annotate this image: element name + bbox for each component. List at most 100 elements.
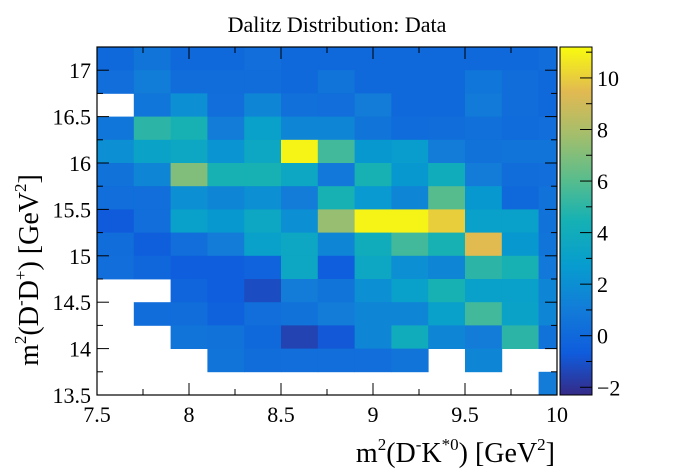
heatmap-cell xyxy=(170,70,208,94)
heatmap-cell xyxy=(428,70,466,94)
heatmap-cell xyxy=(207,116,245,141)
heatmap-cell xyxy=(207,255,245,280)
heatmap-cell xyxy=(281,232,319,257)
heatmap-cell xyxy=(133,209,171,233)
heatmap-cell xyxy=(391,348,429,373)
heatmap-cell xyxy=(501,302,539,326)
heatmap-cell xyxy=(354,302,392,326)
heatmap-cell xyxy=(465,279,503,303)
heatmap-cell xyxy=(354,70,392,94)
heatmap-cell xyxy=(354,255,392,280)
heatmap-cell xyxy=(465,70,503,94)
heatmap-cell xyxy=(538,116,558,141)
heatmap-cell xyxy=(244,325,282,349)
x-tick-label: 8.5 xyxy=(267,402,295,427)
heatmap-cell xyxy=(428,116,466,141)
heatmap-cell xyxy=(501,186,539,210)
heatmap-cell xyxy=(501,255,539,280)
heatmap-cell xyxy=(428,325,466,349)
heatmap-cell xyxy=(428,139,466,164)
heatmap-cell xyxy=(133,70,171,94)
heatmap-cell xyxy=(317,255,355,280)
heatmap-cell xyxy=(133,163,171,187)
heatmap-cell xyxy=(391,325,429,349)
color-scale-bar xyxy=(559,46,593,396)
heatmap-cell xyxy=(391,302,429,326)
heatmap-cell xyxy=(207,163,245,187)
heatmap-cell xyxy=(538,186,558,210)
heatmap-cell xyxy=(465,232,503,257)
heatmap-cell xyxy=(244,93,282,117)
color-scale-label: 6 xyxy=(597,169,608,194)
heatmap-cell xyxy=(501,139,539,164)
heatmap-cell xyxy=(501,209,539,233)
heatmap-cell xyxy=(391,70,429,94)
y-tick-label: 16.5 xyxy=(53,105,92,130)
y-axis-label: m2(D-D+) [GeV2] xyxy=(11,174,45,366)
heatmap-cell xyxy=(281,163,319,187)
heatmap-cell xyxy=(133,255,171,280)
heatmap-cell xyxy=(501,93,539,117)
heatmap-cell xyxy=(207,70,245,94)
heatmap-cell xyxy=(281,93,319,117)
color-scale-label: 4 xyxy=(597,221,608,246)
heatmap-cell xyxy=(354,232,392,257)
y-axis: 13.5 14 14.5 15 15.5 16 16.5 17 xyxy=(53,58,557,408)
heatmap-cell xyxy=(281,47,319,71)
heatmap-cell xyxy=(428,255,466,280)
y-tick-label: 16 xyxy=(69,151,91,176)
color-scale: −2 0 2 4 6 8 10 xyxy=(559,46,620,400)
heatmap-cell xyxy=(465,93,503,117)
color-scale-label: 10 xyxy=(597,66,619,91)
x-tick-label: 9.5 xyxy=(451,402,479,427)
heatmap-cell xyxy=(244,232,282,257)
heatmap-cell xyxy=(317,93,355,117)
heatmap-cell xyxy=(501,279,539,303)
heatmap-cell xyxy=(244,163,282,187)
y-tick-label: 15 xyxy=(69,244,91,269)
heatmap-cell xyxy=(391,255,429,280)
heatmap-cell xyxy=(133,93,171,117)
heatmap-cell xyxy=(501,47,539,71)
heatmap-cell xyxy=(207,348,245,373)
heatmap-cell xyxy=(428,93,466,117)
heatmap-cell xyxy=(354,348,392,373)
heatmap-cell xyxy=(501,116,539,141)
heatmap-cell xyxy=(465,163,503,187)
heatmap-cell xyxy=(281,116,319,141)
heatmap-cell xyxy=(354,116,392,141)
heatmap-cell xyxy=(501,325,539,349)
heatmap-cell xyxy=(391,186,429,210)
heatmap-cell xyxy=(391,279,429,303)
heatmap-cell xyxy=(391,163,429,187)
heatmap-cell xyxy=(281,348,319,373)
heatmap-cell xyxy=(317,116,355,141)
heatmap-cell xyxy=(97,186,135,210)
heatmap-cell xyxy=(428,232,466,257)
heatmap-cell xyxy=(391,47,429,71)
heatmap-cell xyxy=(501,232,539,257)
heatmap-cell xyxy=(207,47,245,71)
x-tick-label: 9 xyxy=(368,402,379,427)
heatmap-cell xyxy=(281,302,319,326)
heatmap-cell xyxy=(281,255,319,280)
chart-title: Dalitz Distribution: Data xyxy=(228,12,447,37)
heatmap-cell xyxy=(207,325,245,349)
heatmap-cell xyxy=(538,232,558,257)
heatmap-cell xyxy=(170,302,208,326)
heatmap-cell xyxy=(538,139,558,164)
heatmap-cell xyxy=(317,348,355,373)
heatmap-cell xyxy=(465,186,503,210)
x-axis: 7.5 8 8.5 9 9.5 10 xyxy=(83,47,568,427)
x-tick-label: 8 xyxy=(184,402,195,427)
heatmap-cell xyxy=(354,186,392,210)
heatmap-cell xyxy=(391,116,429,141)
heatmap-cell xyxy=(97,232,135,257)
heatmap-cell xyxy=(281,279,319,303)
heatmap-cell xyxy=(170,139,208,164)
heatmap-cell xyxy=(391,209,429,233)
heatmap-cell xyxy=(244,116,282,141)
x-axis-label: m2(D-K*0) [GeV2] xyxy=(356,435,555,469)
heatmap-cell xyxy=(465,302,503,326)
